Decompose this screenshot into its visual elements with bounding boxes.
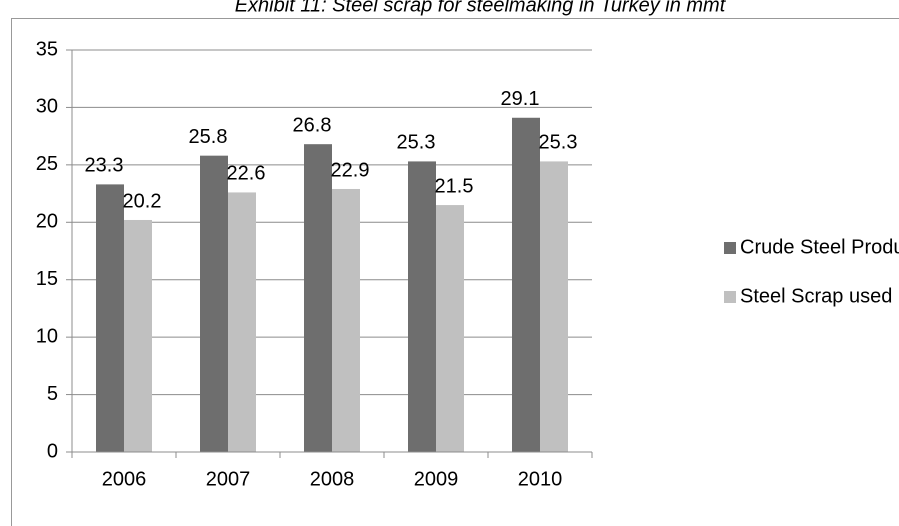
x-tick-label: 2006 bbox=[102, 468, 147, 490]
data-label: 25.8 bbox=[189, 126, 228, 148]
data-label: 25.3 bbox=[397, 132, 436, 154]
chart-title: Exhibit 11: Steel scrap for steelmaking … bbox=[235, 0, 727, 16]
data-label: 22.9 bbox=[331, 159, 370, 181]
data-label: 25.3 bbox=[539, 132, 578, 154]
bar bbox=[304, 144, 332, 452]
y-tick-label: 20 bbox=[36, 211, 58, 233]
y-tick-label: 15 bbox=[36, 268, 58, 290]
data-label: 23.3 bbox=[85, 155, 124, 177]
bar bbox=[408, 161, 436, 452]
y-tick-label: 35 bbox=[36, 38, 58, 60]
y-tick-label: 5 bbox=[47, 383, 58, 405]
legend-swatch bbox=[724, 291, 736, 303]
data-label: 20.2 bbox=[123, 190, 162, 212]
x-tick-label: 2007 bbox=[206, 468, 251, 490]
legend-swatch bbox=[724, 242, 736, 254]
bar bbox=[124, 219, 152, 452]
y-tick-label: 10 bbox=[36, 325, 58, 347]
y-tick-label: 0 bbox=[47, 440, 58, 462]
legend-label: Steel Scrap used bbox=[740, 285, 892, 307]
x-tick-label: 2010 bbox=[518, 468, 563, 490]
data-label: 22.6 bbox=[227, 163, 266, 185]
bar bbox=[436, 205, 464, 452]
bar bbox=[512, 117, 540, 452]
data-label: 21.5 bbox=[435, 175, 474, 197]
bar bbox=[540, 161, 568, 452]
data-label: 26.8 bbox=[293, 114, 332, 136]
bar bbox=[332, 188, 360, 452]
y-tick-label: 25 bbox=[36, 153, 58, 175]
x-tick-label: 2008 bbox=[310, 468, 355, 490]
y-tick-label: 30 bbox=[36, 96, 58, 118]
legend-label: Crude Steel Production bbox=[740, 236, 899, 258]
bar bbox=[228, 192, 256, 452]
bar bbox=[200, 155, 228, 452]
data-label: 29.1 bbox=[501, 88, 540, 110]
x-tick-label: 2009 bbox=[414, 468, 459, 490]
bar bbox=[96, 184, 124, 452]
